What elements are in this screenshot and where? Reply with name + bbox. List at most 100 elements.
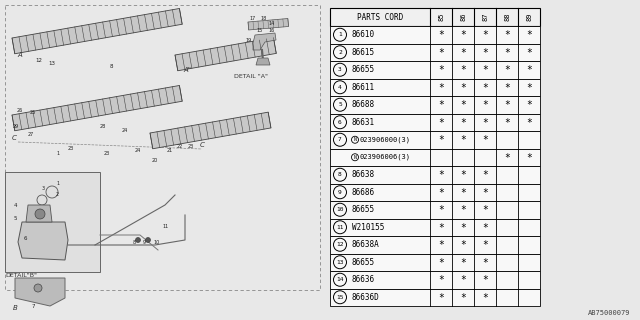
Text: 18: 18 (260, 16, 266, 21)
Text: 4: 4 (14, 203, 17, 208)
Text: *: * (438, 258, 444, 268)
Text: 86655: 86655 (352, 65, 375, 74)
Bar (330, 78, 540, 96)
Text: 1: 1 (56, 151, 59, 156)
Text: 2: 2 (338, 50, 342, 55)
Text: 21: 21 (167, 148, 173, 153)
Text: *: * (460, 170, 466, 180)
Text: 9: 9 (338, 190, 342, 195)
Polygon shape (12, 8, 182, 54)
Text: *: * (438, 170, 444, 180)
Polygon shape (256, 58, 270, 65)
Text: *: * (460, 100, 466, 110)
Text: *: * (438, 100, 444, 110)
Text: 17: 17 (249, 16, 255, 21)
Circle shape (34, 284, 42, 292)
Text: 5: 5 (14, 216, 17, 221)
Text: *: * (460, 83, 466, 93)
Text: 7: 7 (32, 304, 35, 309)
Bar (330, 114, 540, 131)
Text: W210155: W210155 (352, 223, 385, 232)
Text: *: * (460, 293, 466, 303)
Text: *: * (460, 30, 466, 40)
Text: 11: 11 (162, 224, 168, 229)
Text: 10: 10 (153, 240, 159, 245)
Text: 86615: 86615 (352, 48, 375, 57)
Text: 24: 24 (122, 128, 128, 133)
Text: *: * (504, 118, 510, 128)
Text: 8: 8 (110, 64, 113, 69)
Polygon shape (248, 19, 289, 30)
Text: *: * (438, 118, 444, 128)
Circle shape (136, 237, 141, 243)
Polygon shape (18, 222, 68, 260)
Bar (330, 44, 540, 61)
Text: 16: 16 (268, 28, 275, 33)
Bar (5, 5, 320, 290)
Text: 86688: 86688 (352, 100, 375, 109)
Text: 10: 10 (336, 207, 344, 212)
Text: 86611: 86611 (352, 83, 375, 92)
Text: *: * (482, 30, 488, 40)
Text: N: N (353, 137, 356, 142)
Bar (330, 289, 540, 306)
Bar (330, 96, 540, 114)
Bar (330, 131, 540, 148)
Polygon shape (26, 205, 52, 222)
Text: 13: 13 (336, 260, 344, 265)
Text: 86655: 86655 (352, 258, 375, 267)
Text: 14: 14 (336, 277, 344, 282)
Text: 12: 12 (336, 242, 344, 247)
Text: *: * (526, 118, 532, 128)
Text: DETAIL "A": DETAIL "A" (234, 74, 268, 79)
Text: *: * (460, 275, 466, 285)
Circle shape (35, 209, 45, 219)
Text: *: * (482, 223, 488, 233)
Text: DETAIL"B": DETAIL"B" (5, 273, 37, 278)
Text: *: * (460, 240, 466, 250)
Text: PARTS CORD: PARTS CORD (357, 12, 403, 21)
Text: 86610: 86610 (352, 30, 375, 39)
Bar (330, 236, 540, 253)
Text: *: * (504, 65, 510, 75)
Text: *: * (438, 293, 444, 303)
Text: 86636D: 86636D (352, 293, 380, 302)
Text: 27: 27 (28, 132, 35, 137)
Text: AB75000079: AB75000079 (588, 310, 630, 316)
Text: B: B (13, 305, 18, 311)
Text: 6: 6 (24, 236, 28, 241)
Text: A: A (17, 52, 22, 58)
Text: 023906000(3): 023906000(3) (360, 137, 411, 143)
Text: 3: 3 (42, 186, 45, 191)
Bar (330, 166, 540, 183)
Bar (330, 61, 540, 78)
Text: 88: 88 (504, 13, 510, 21)
Text: 23: 23 (188, 144, 195, 149)
Text: 8: 8 (133, 240, 136, 245)
Text: *: * (526, 30, 532, 40)
Polygon shape (150, 112, 271, 149)
Text: 86638A: 86638A (352, 240, 380, 249)
Polygon shape (253, 33, 276, 50)
Text: 5: 5 (338, 102, 342, 107)
Text: *: * (460, 258, 466, 268)
Text: *: * (438, 205, 444, 215)
Text: 26: 26 (17, 108, 23, 113)
Text: 86: 86 (460, 13, 466, 21)
Text: 87: 87 (482, 13, 488, 21)
Text: 25: 25 (30, 110, 36, 115)
Text: *: * (526, 153, 532, 163)
Bar (330, 8, 540, 26)
Text: *: * (504, 48, 510, 58)
Text: *: * (460, 223, 466, 233)
Text: 19: 19 (245, 38, 251, 43)
Text: *: * (482, 258, 488, 268)
Bar (330, 271, 540, 289)
Text: *: * (504, 83, 510, 93)
Text: *: * (438, 48, 444, 58)
Text: *: * (526, 48, 532, 58)
Text: *: * (504, 100, 510, 110)
Text: *: * (460, 135, 466, 145)
Text: *: * (438, 223, 444, 233)
Text: *: * (482, 83, 488, 93)
